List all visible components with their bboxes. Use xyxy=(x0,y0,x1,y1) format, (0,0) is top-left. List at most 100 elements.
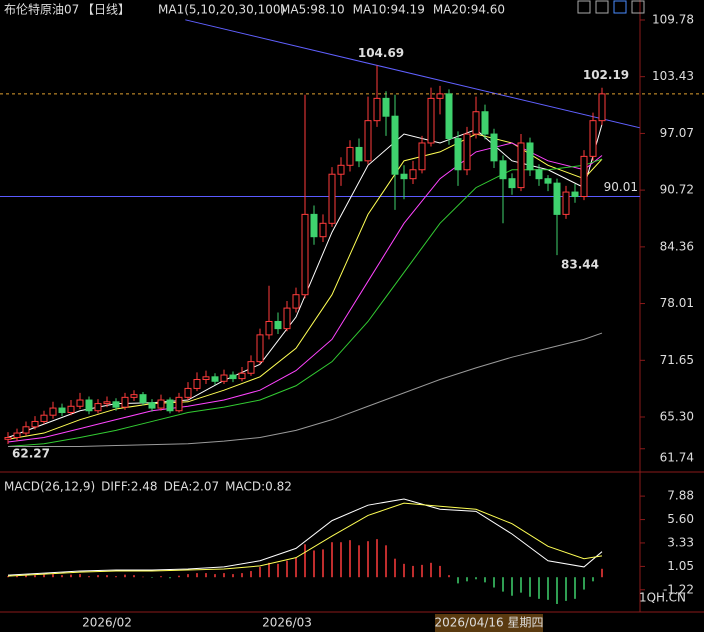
candle-body xyxy=(184,387,192,398)
legend-entry: MA20:94.60 xyxy=(433,3,505,17)
candle-body xyxy=(418,142,426,171)
trend-line xyxy=(185,19,640,129)
macd-title: MACD(26,12,9) xyxy=(4,480,95,494)
legend-entry: DIFF:2.48 xyxy=(101,480,157,494)
y-tick-label: 61.74 xyxy=(660,450,694,464)
chart-title: 布伦特原油07 xyxy=(4,2,79,17)
legend-entry: DEA:2.07 xyxy=(164,480,220,494)
candle-body xyxy=(454,138,462,171)
candle-body xyxy=(166,399,174,412)
price-annotation: 62.27 xyxy=(12,447,50,461)
y-tick-label: 90.72 xyxy=(660,183,694,197)
candle-body xyxy=(283,307,291,330)
candle-body xyxy=(112,401,120,408)
candle-body xyxy=(472,111,480,135)
candle-body xyxy=(355,146,363,162)
candle-body xyxy=(256,334,264,363)
candle-body xyxy=(535,169,543,180)
candle-body xyxy=(481,111,489,135)
candle-body xyxy=(49,407,57,416)
date-highlight xyxy=(435,614,543,632)
candle-body xyxy=(238,372,246,380)
candle-body xyxy=(490,133,498,162)
candle-body xyxy=(94,403,102,412)
candle-body xyxy=(157,399,165,409)
ma-line xyxy=(8,332,603,447)
candle-body xyxy=(292,294,300,309)
y-tick-label: -1.22 xyxy=(663,582,694,596)
candle-body xyxy=(391,115,399,175)
candle-body xyxy=(130,394,138,398)
candle-body xyxy=(40,414,48,422)
x-tick-label: 2026/04/16 星期四 xyxy=(435,616,544,630)
candle-body xyxy=(13,432,21,439)
y-tick-label: 103.43 xyxy=(652,69,694,83)
candle-body xyxy=(517,142,525,189)
candle-body xyxy=(373,97,381,122)
candle-body xyxy=(580,155,588,198)
y-tick-label: 3.33 xyxy=(667,535,694,549)
candle-body xyxy=(553,182,561,215)
watermark: 1QH.CN xyxy=(639,591,686,605)
candle-body xyxy=(508,178,516,189)
y-tick-label: 109.78 xyxy=(652,12,694,26)
candle-body xyxy=(544,178,552,184)
y-tick-label: 97.07 xyxy=(660,126,694,140)
legend-entry: MACD:0.82 xyxy=(225,480,292,494)
y-tick-label: 7.88 xyxy=(667,489,694,503)
tool-icon[interactable] xyxy=(613,0,627,14)
candle-body xyxy=(346,146,354,166)
candle-body xyxy=(445,93,453,140)
candle-body xyxy=(193,378,201,389)
macd-line xyxy=(7,502,603,577)
legend-entry: MA5:98.10 xyxy=(280,3,345,17)
candle-body xyxy=(274,320,282,330)
candle-body xyxy=(400,173,408,180)
candle-body xyxy=(310,213,318,238)
candle-body xyxy=(22,426,30,434)
candle-body xyxy=(148,402,156,409)
y-tick-label: 1.05 xyxy=(667,559,694,573)
x-tick-label: 2026/03 xyxy=(262,616,312,630)
candle-body xyxy=(301,213,309,296)
y-tick-label: 84.36 xyxy=(660,239,694,253)
candle-body xyxy=(526,142,534,171)
y-tick-label: 71.65 xyxy=(660,353,694,367)
candle-body xyxy=(571,191,579,198)
price-annotation: 102.19 xyxy=(583,68,629,82)
candle-body xyxy=(598,93,606,122)
candle-body xyxy=(463,133,471,171)
price-annotation: 104.69 xyxy=(358,46,404,60)
candle-body xyxy=(202,376,210,380)
candle-body xyxy=(265,320,273,336)
candle-body xyxy=(85,399,93,412)
y-tick-label: 78.01 xyxy=(660,296,694,310)
candle-body xyxy=(562,191,570,215)
candle-body xyxy=(58,407,66,414)
support-label: 90.01 xyxy=(604,180,638,194)
candle-body xyxy=(364,120,372,162)
candle-body xyxy=(175,396,183,412)
tool-icon[interactable] xyxy=(631,0,645,14)
candle-body xyxy=(76,399,84,407)
candle-body xyxy=(121,396,129,408)
candle-body xyxy=(4,437,12,440)
tool-icon[interactable] xyxy=(595,0,609,14)
y-tick-label: 65.30 xyxy=(660,409,694,423)
candle-body xyxy=(589,120,597,157)
y-tick-label: 5.60 xyxy=(667,512,694,526)
candle-body xyxy=(103,401,111,405)
candle-body xyxy=(499,160,507,180)
candle-body xyxy=(382,97,390,117)
candle-body xyxy=(427,97,435,144)
x-tick-label: 2026/02 xyxy=(82,616,132,630)
candle-body xyxy=(31,420,39,428)
legend-entry: MA10:94.19 xyxy=(353,3,425,17)
candle-body xyxy=(139,394,147,404)
tool-icon[interactable] xyxy=(577,0,591,14)
candle-body xyxy=(247,361,255,374)
candle-body xyxy=(67,405,75,414)
period-label: 【日线】 xyxy=(82,3,130,17)
candle-body xyxy=(436,93,444,99)
